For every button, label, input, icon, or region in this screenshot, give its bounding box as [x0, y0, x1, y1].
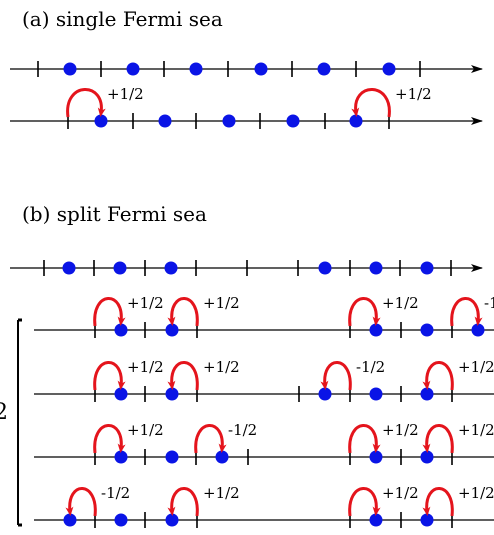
- hop-arrow: [93, 297, 126, 327]
- hop-arrow: [348, 297, 381, 327]
- fermion-dot: [63, 62, 77, 76]
- hop-arrow: [93, 424, 126, 454]
- hop-label: +1/2: [395, 85, 432, 103]
- fermion-dot: [286, 114, 300, 128]
- fermion-dot: [382, 62, 396, 76]
- hop-arrow: [422, 361, 454, 391]
- fermion-dot: [369, 387, 383, 401]
- fermion-dot: [420, 323, 434, 337]
- fermion-dot: [369, 261, 383, 275]
- hop-arrow: [66, 88, 106, 118]
- panel-a-row-1: [10, 61, 483, 77]
- fermion-dot: [165, 323, 179, 337]
- fermion-dot: [164, 261, 178, 275]
- hop-label: +1/2: [382, 484, 419, 502]
- hop-arrow: [320, 361, 352, 391]
- fermion-dot: [349, 114, 363, 128]
- rows-layer: +1/2+1/2+1/2+1/2+1/2-1/2+1/2+1/2-1/2+1/2…: [10, 61, 494, 528]
- fermion-dot: [254, 62, 268, 76]
- fermion-dot: [165, 387, 179, 401]
- fermion-dot: [165, 513, 179, 527]
- hop-arrow: [167, 297, 199, 327]
- panel-a-row-2: +1/2 +1/2: [10, 85, 483, 129]
- fermion-dot: [113, 261, 127, 275]
- hop-arrow: [351, 88, 391, 118]
- hop-label: +1/2: [203, 294, 240, 312]
- hop-arrow: [194, 424, 227, 454]
- fermion-dot: [318, 261, 332, 275]
- hop-label: +1/2: [458, 484, 494, 502]
- fermion-dot: [63, 513, 77, 527]
- hop-label: -1/2: [356, 358, 385, 376]
- fermion-dot: [471, 323, 485, 337]
- hop-label: +1/2: [458, 358, 494, 376]
- hop-label: -1/2: [228, 421, 257, 439]
- fermion-dot: [420, 513, 434, 527]
- hop-label: +1/2: [127, 294, 164, 312]
- fermion-dot: [114, 450, 128, 464]
- fermion-dot: [114, 323, 128, 337]
- fermion-dot: [420, 261, 434, 275]
- panel-b-row-5: -1/2 +1/2 +1/2 +1/2: [34, 484, 494, 528]
- panel-b-row-2: +1/2 +1/2 +1/2 -1/2: [34, 294, 494, 338]
- hop-arrow: [93, 361, 126, 391]
- panel-b-row-3: +1/2 +1/2 -1/2 +1/2: [34, 358, 494, 402]
- hop-label: +1/2: [382, 421, 419, 439]
- fermion-dot: [369, 450, 383, 464]
- fermion-dot: [420, 387, 434, 401]
- hop-label: +1/2: [127, 358, 164, 376]
- panel-b-row-1: [10, 260, 483, 276]
- hop-label: -1/2: [484, 294, 494, 312]
- fermion-dot: [369, 513, 383, 527]
- hop-label: +1/2: [203, 358, 240, 376]
- fermion-dot: [62, 261, 76, 275]
- hop-arrow: [422, 424, 454, 454]
- fermion-dot: [420, 450, 434, 464]
- fermion-dot: [317, 62, 331, 76]
- fermion-dot: [369, 323, 383, 337]
- panel-b-title: (b) split Fermi sea: [22, 202, 207, 226]
- fermion-dot: [158, 114, 172, 128]
- fermion-dot: [114, 513, 128, 527]
- fermion-dot: [126, 62, 140, 76]
- panel-b-row-4: +1/2 -1/2 +1/2 +1/2: [34, 421, 494, 465]
- hop-arrow: [348, 487, 381, 517]
- panel-a-title: (a) single Fermi sea: [22, 7, 223, 31]
- fermion-dot: [165, 450, 179, 464]
- hop-arrow: [348, 424, 381, 454]
- hop-arrow: [422, 487, 454, 517]
- hop-label: -1/2: [101, 484, 130, 502]
- side-label: 2: [0, 400, 8, 425]
- fermion-dot: [94, 114, 108, 128]
- fermion-dot: [114, 387, 128, 401]
- hop-label: +1/2: [107, 85, 144, 103]
- brace: [17, 318, 22, 527]
- fermion-dot: [189, 62, 203, 76]
- fermion-dot: [318, 387, 332, 401]
- fermion-dot: [222, 114, 236, 128]
- hop-label: +1/2: [127, 421, 164, 439]
- hop-label: +1/2: [458, 421, 494, 439]
- hop-arrow: [167, 487, 199, 517]
- hop-label: +1/2: [382, 294, 419, 312]
- hop-label: +1/2: [203, 484, 240, 502]
- hop-arrow: [65, 487, 97, 517]
- hop-arrow: [450, 297, 483, 327]
- fermion-dot: [215, 450, 229, 464]
- hop-arrow: [167, 361, 199, 391]
